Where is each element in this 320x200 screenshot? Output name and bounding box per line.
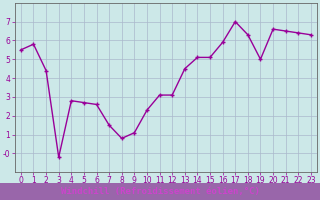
Text: Windchill (Refroidissement éolien,°C): Windchill (Refroidissement éolien,°C) — [60, 187, 260, 196]
